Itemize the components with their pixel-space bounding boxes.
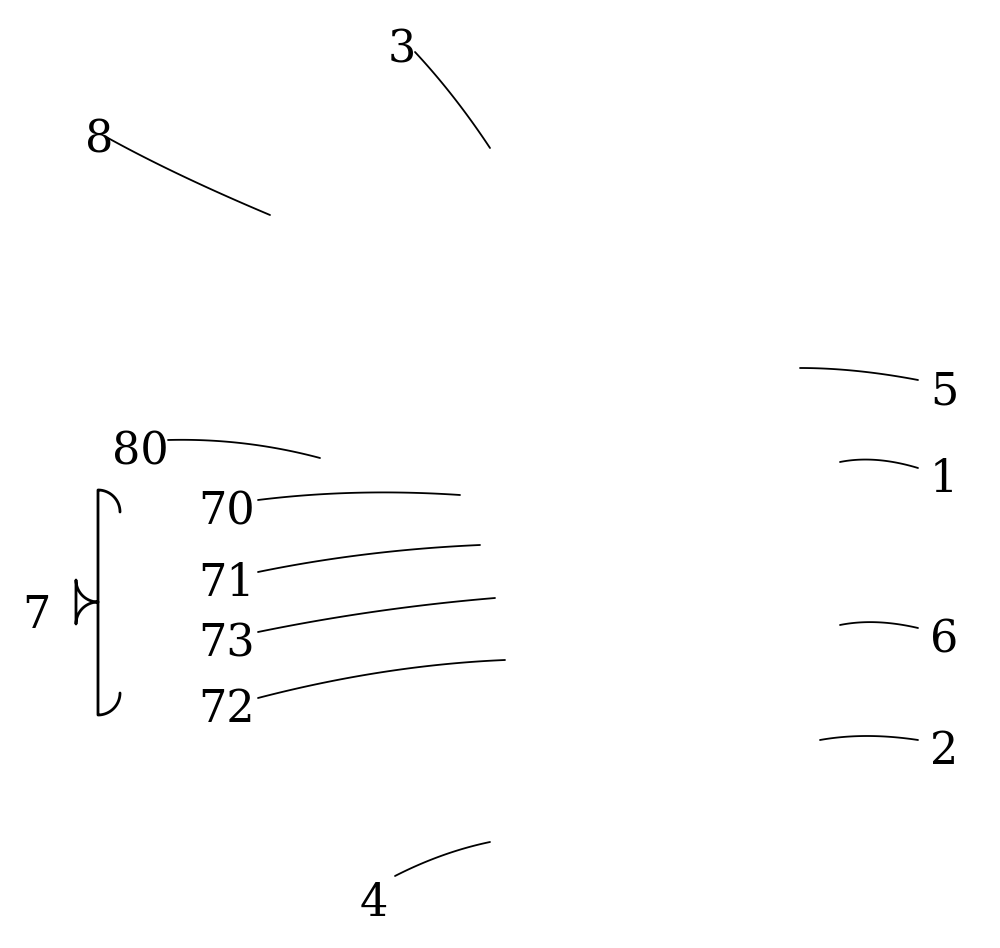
Text: 70: 70: [198, 490, 255, 533]
Text: 3: 3: [388, 28, 416, 71]
Text: 8: 8: [85, 118, 113, 161]
Text: 4: 4: [360, 882, 388, 925]
Text: 2: 2: [930, 730, 958, 774]
Text: 80: 80: [112, 430, 169, 473]
Text: 1: 1: [930, 458, 958, 501]
Text: 6: 6: [930, 618, 958, 661]
Text: 73: 73: [198, 622, 255, 665]
Text: 5: 5: [930, 370, 958, 413]
Text: 71: 71: [198, 562, 255, 605]
Text: 72: 72: [198, 688, 255, 731]
Text: 7: 7: [22, 594, 50, 637]
